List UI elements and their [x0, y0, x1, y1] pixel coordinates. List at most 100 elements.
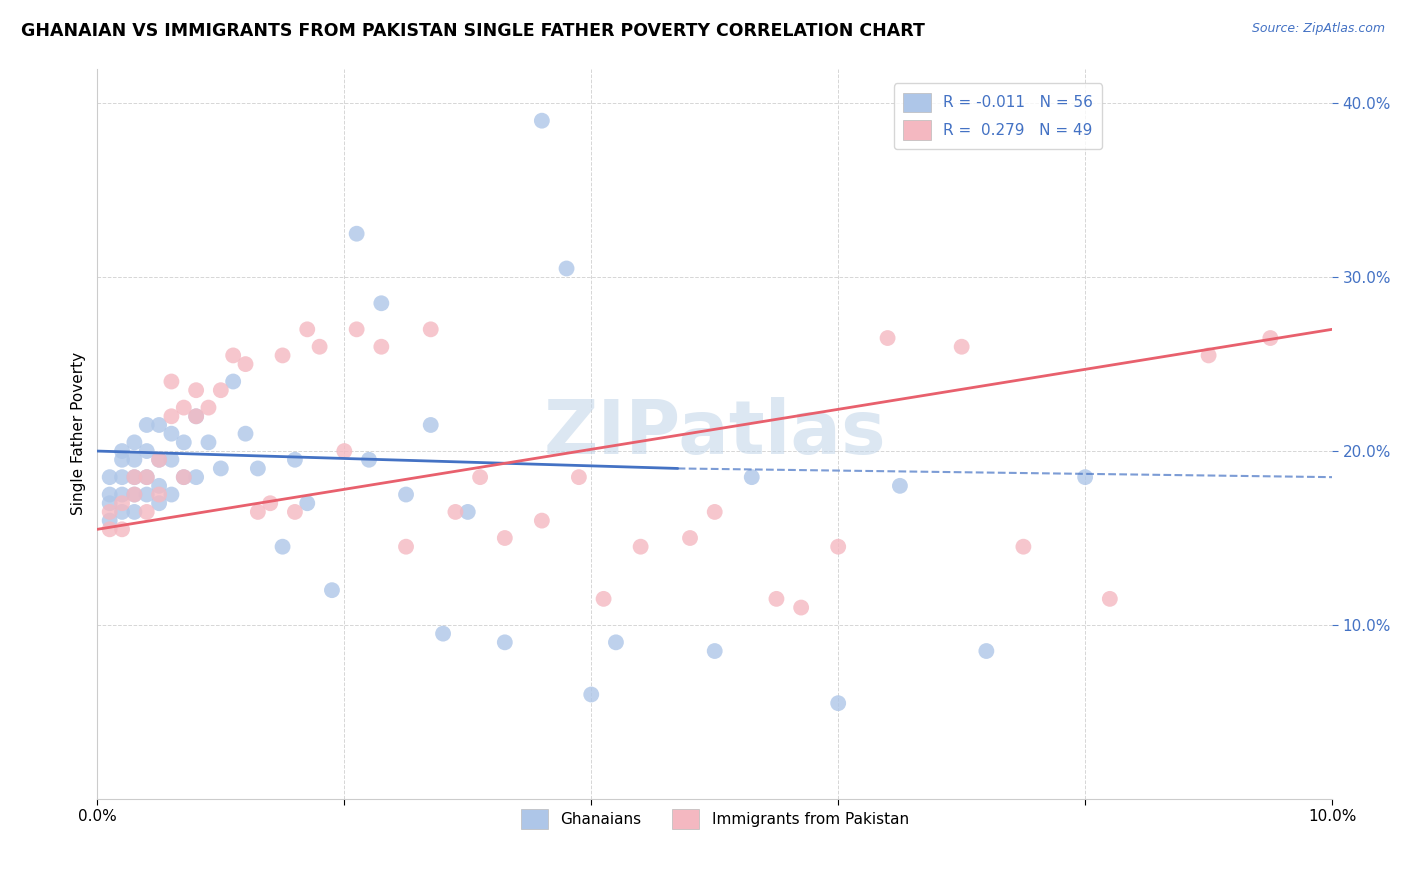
Point — [468, 470, 491, 484]
Point — [370, 296, 392, 310]
Point — [395, 487, 418, 501]
Point — [370, 340, 392, 354]
Point — [703, 505, 725, 519]
Point — [209, 383, 232, 397]
Point — [98, 505, 121, 519]
Point — [1098, 591, 1121, 606]
Point — [235, 357, 257, 371]
Point — [135, 487, 157, 501]
Point — [790, 600, 813, 615]
Point — [98, 487, 121, 501]
Point — [111, 452, 134, 467]
Point — [124, 435, 146, 450]
Point — [457, 505, 479, 519]
Point — [346, 322, 368, 336]
Point — [741, 470, 763, 484]
Point — [284, 452, 307, 467]
Point — [111, 522, 134, 536]
Point — [308, 340, 330, 354]
Point — [184, 409, 207, 424]
Point — [148, 452, 170, 467]
Point — [111, 487, 134, 501]
Point — [976, 644, 998, 658]
Point — [135, 444, 157, 458]
Point — [1260, 331, 1282, 345]
Point — [184, 470, 207, 484]
Point — [827, 696, 849, 710]
Point — [555, 261, 578, 276]
Point — [124, 452, 146, 467]
Point — [124, 470, 146, 484]
Point — [148, 487, 170, 501]
Point — [184, 409, 207, 424]
Point — [703, 644, 725, 658]
Point — [124, 487, 146, 501]
Point — [889, 479, 911, 493]
Point — [235, 426, 257, 441]
Point — [148, 479, 170, 493]
Point — [98, 522, 121, 536]
Point — [432, 626, 454, 640]
Point — [111, 470, 134, 484]
Point — [135, 470, 157, 484]
Point — [950, 340, 973, 354]
Point — [827, 540, 849, 554]
Point — [530, 113, 553, 128]
Point — [1012, 540, 1035, 554]
Legend: Ghanaians, Immigrants from Pakistan: Ghanaians, Immigrants from Pakistan — [515, 803, 915, 835]
Point — [876, 331, 898, 345]
Point — [357, 452, 380, 467]
Point — [98, 514, 121, 528]
Point — [494, 635, 516, 649]
Point — [111, 496, 134, 510]
Point — [419, 322, 441, 336]
Point — [111, 505, 134, 519]
Point — [111, 444, 134, 458]
Point — [246, 505, 269, 519]
Point — [148, 452, 170, 467]
Point — [160, 487, 183, 501]
Point — [124, 505, 146, 519]
Point — [530, 514, 553, 528]
Point — [605, 635, 627, 649]
Point — [568, 470, 591, 484]
Point — [124, 470, 146, 484]
Point — [173, 401, 195, 415]
Point — [98, 470, 121, 484]
Point — [419, 417, 441, 432]
Point — [160, 409, 183, 424]
Point — [173, 470, 195, 484]
Point — [160, 452, 183, 467]
Point — [284, 505, 307, 519]
Point — [222, 348, 245, 362]
Point — [271, 348, 294, 362]
Y-axis label: Single Father Poverty: Single Father Poverty — [72, 352, 86, 516]
Point — [98, 496, 121, 510]
Point — [297, 496, 319, 510]
Point — [209, 461, 232, 475]
Point — [184, 383, 207, 397]
Point — [630, 540, 652, 554]
Point — [124, 487, 146, 501]
Point — [222, 375, 245, 389]
Point — [321, 583, 343, 598]
Point — [494, 531, 516, 545]
Point — [395, 540, 418, 554]
Point — [765, 591, 787, 606]
Point — [135, 470, 157, 484]
Point — [135, 505, 157, 519]
Point — [333, 444, 356, 458]
Point — [197, 401, 219, 415]
Point — [259, 496, 281, 510]
Point — [160, 426, 183, 441]
Text: Source: ZipAtlas.com: Source: ZipAtlas.com — [1251, 22, 1385, 36]
Point — [1198, 348, 1220, 362]
Point — [148, 496, 170, 510]
Point — [246, 461, 269, 475]
Text: GHANAIAN VS IMMIGRANTS FROM PAKISTAN SINGLE FATHER POVERTY CORRELATION CHART: GHANAIAN VS IMMIGRANTS FROM PAKISTAN SIN… — [21, 22, 925, 40]
Text: ZIPatlas: ZIPatlas — [543, 397, 886, 470]
Point — [160, 375, 183, 389]
Point — [346, 227, 368, 241]
Point — [679, 531, 702, 545]
Point — [297, 322, 319, 336]
